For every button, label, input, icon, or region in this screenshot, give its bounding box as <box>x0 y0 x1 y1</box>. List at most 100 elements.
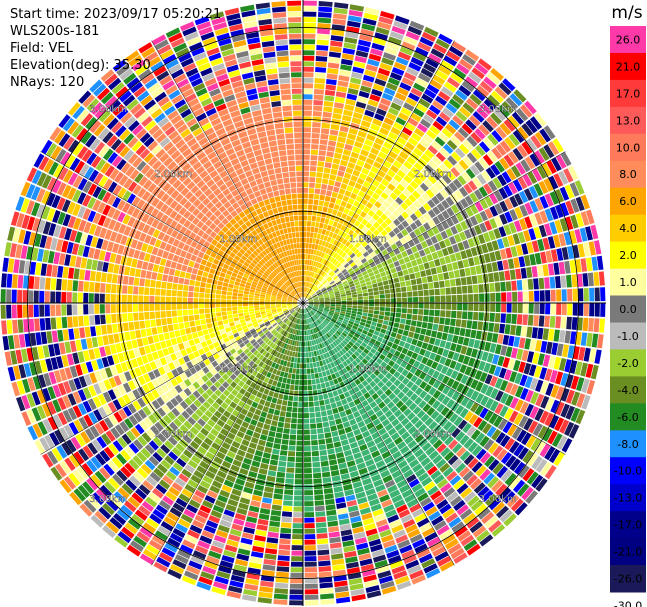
velocity-gate <box>319 360 324 367</box>
velocity-gate <box>341 323 347 328</box>
velocity-gate <box>257 597 272 604</box>
velocity-gate <box>393 499 406 509</box>
velocity-gate <box>93 409 103 422</box>
velocity-gate <box>219 489 230 498</box>
velocity-gate <box>384 217 393 225</box>
velocity-gate <box>118 408 128 420</box>
velocity-gate <box>293 329 296 335</box>
velocity-gate <box>191 358 198 367</box>
velocity-gate <box>365 335 372 341</box>
velocity-gate <box>66 292 72 303</box>
velocity-gate <box>421 276 428 284</box>
velocity-gate <box>318 150 327 156</box>
velocity-gate <box>337 170 345 177</box>
velocity-gate <box>382 92 394 102</box>
velocity-gate <box>289 339 293 345</box>
velocity-gate <box>482 322 489 331</box>
velocity-gate <box>517 303 523 314</box>
velocity-gate <box>480 264 488 274</box>
velocity-gate <box>318 239 323 246</box>
velocity-gate <box>216 357 223 365</box>
velocity-gate <box>11 381 21 397</box>
velocity-gate <box>320 382 326 389</box>
velocity-gate <box>165 296 171 303</box>
velocity-gate <box>312 122 321 128</box>
velocity-gate <box>325 340 330 346</box>
velocity-gate <box>158 333 165 342</box>
velocity-gate <box>127 285 133 295</box>
velocity-gate <box>412 538 426 549</box>
velocity-gate <box>484 220 493 231</box>
velocity-gate <box>401 228 409 237</box>
velocity-gate <box>232 296 238 300</box>
velocity-gate <box>462 240 470 250</box>
velocity-gate <box>318 560 331 567</box>
velocity-gate <box>256 337 263 344</box>
velocity-gate <box>337 256 343 262</box>
velocity-gate <box>577 243 586 258</box>
velocity-gate <box>555 204 564 218</box>
velocity-gate <box>336 452 345 459</box>
velocity-gate <box>341 416 349 423</box>
velocity-gate <box>542 428 553 442</box>
velocity-gate <box>392 235 400 243</box>
velocity-gate <box>16 380 26 395</box>
velocity-gate <box>384 388 393 397</box>
velocity-gate <box>121 304 127 313</box>
velocity-gate <box>525 435 537 449</box>
velocity-gate <box>406 380 414 389</box>
velocity-gate <box>327 185 334 192</box>
velocity-gate <box>524 338 531 350</box>
velocity-gate <box>304 495 314 501</box>
velocity-gate <box>348 436 357 444</box>
velocity-gate <box>314 267 319 273</box>
velocity-gate <box>287 300 293 302</box>
velocity-gate <box>418 98 431 109</box>
velocity-gate <box>401 250 408 258</box>
velocity-gate <box>266 413 274 420</box>
velocity-gate <box>374 137 385 146</box>
velocity-gate <box>350 347 356 353</box>
velocity-gate <box>486 263 493 273</box>
velocity-gate <box>261 569 275 577</box>
velocity-gate <box>319 324 324 330</box>
velocity-gate <box>241 439 250 447</box>
velocity-gate <box>410 416 420 425</box>
velocity-gate <box>366 369 373 376</box>
velocity-gate <box>314 500 325 506</box>
velocity-gate <box>451 391 460 401</box>
velocity-gate <box>259 305 265 308</box>
velocity-gate <box>305 352 309 358</box>
velocity-gate <box>296 435 303 441</box>
velocity-gate <box>502 78 516 92</box>
velocity-gate <box>246 447 256 455</box>
velocity-gate <box>347 15 362 23</box>
velocity-gate <box>273 357 279 363</box>
velocity-gate <box>331 553 344 560</box>
velocity-gate <box>396 580 412 590</box>
velocity-gate <box>185 327 192 335</box>
velocity-gate <box>425 238 433 247</box>
velocity-gate <box>215 397 224 406</box>
velocity-gate <box>270 349 276 355</box>
velocity-gate <box>304 490 314 496</box>
velocity-gate <box>472 177 482 188</box>
velocity-gate <box>343 254 349 260</box>
velocity-gate <box>474 224 482 235</box>
velocity-gate <box>283 394 289 401</box>
velocity-gate <box>382 474 393 484</box>
velocity-gate <box>317 319 321 324</box>
velocity-gate <box>469 192 479 203</box>
velocity-gate <box>238 400 246 408</box>
velocity-gate <box>127 304 133 313</box>
velocity-gate <box>343 262 350 269</box>
velocity-gate <box>206 363 214 371</box>
velocity-gate <box>357 354 364 361</box>
velocity-gate <box>396 479 408 489</box>
velocity-gate <box>320 460 329 467</box>
velocity-gate <box>403 554 417 565</box>
velocity-gate <box>513 444 525 457</box>
velocity-gate <box>357 245 364 251</box>
velocity-gate <box>470 329 477 339</box>
velocity-gate <box>297 413 303 419</box>
